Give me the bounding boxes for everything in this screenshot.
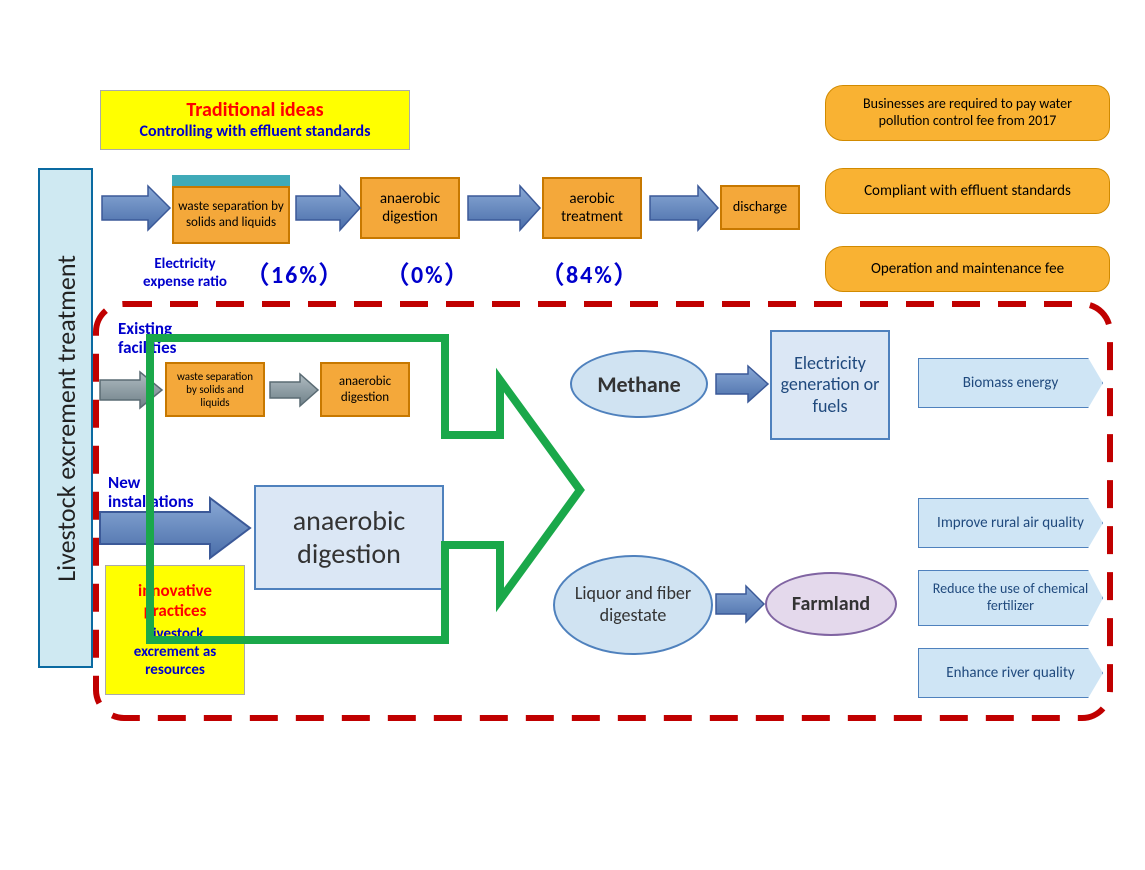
new-label: New installations [108, 474, 228, 511]
arrow-top-2 [296, 186, 360, 230]
pct-anaerobic: （0%） [385, 255, 471, 290]
step-separation: waste separation by solids and liquids [172, 186, 290, 244]
existing-anaerobic: anaerobic digestion [320, 362, 410, 417]
benefit-fertilizer: Reduce the use of chemical fertilizer [918, 570, 1103, 626]
arrow-top-1 [102, 186, 170, 230]
traditional-title-box: Traditional ideas Controlling with efflu… [100, 90, 410, 150]
innovative-title2: Livestock excrement as resources [112, 625, 238, 679]
benefit-biomass: Biomass energy [918, 358, 1103, 408]
elec-gen-box: Electricity generation or fuels [770, 330, 890, 440]
callout-compliant: Compliant with effluent standards [825, 168, 1110, 214]
arrow-top-3 [468, 186, 540, 230]
arrow-top-4 [650, 186, 718, 230]
innovative-box: innovative practices Livestock excrement… [105, 565, 245, 695]
callout-pollution-fee: Businesses are required to pay water pol… [825, 85, 1110, 141]
methane-ellipse: Methane [570, 350, 708, 418]
benefit-river: Enhance river quality [918, 648, 1103, 698]
new-anaerobic: anaerobic digestion [254, 485, 444, 590]
liquor-ellipse: Liquor and fiber digestate [553, 555, 713, 655]
ratio-label: Electricity expense ratio [130, 255, 240, 291]
pct-sep: （16%） [245, 255, 345, 290]
existing-label: Existing facilities [118, 320, 208, 357]
step-aerobic: aerobic treatment [542, 177, 642, 239]
traditional-title2: Controlling with effluent standards [140, 122, 371, 141]
farmland-ellipse: Farmland [765, 572, 897, 636]
traditional-title1: Traditional ideas [186, 98, 323, 122]
step-anaerobic: anaerobic digestion [360, 177, 460, 239]
benefit-air: Improve rural air quality [918, 498, 1103, 548]
existing-sep: waste separation by solids and liquids [165, 362, 265, 417]
pct-aerobic: （84%） [540, 255, 640, 290]
callout-om-fee: Operation and maintenance fee [825, 246, 1110, 292]
innovative-title1: innovative practices [112, 581, 238, 622]
sidebar: Livestock excrement treatment [38, 168, 93, 668]
step-discharge: discharge [720, 185, 800, 230]
sidebar-title: Livestock excrement treatment [50, 255, 82, 582]
